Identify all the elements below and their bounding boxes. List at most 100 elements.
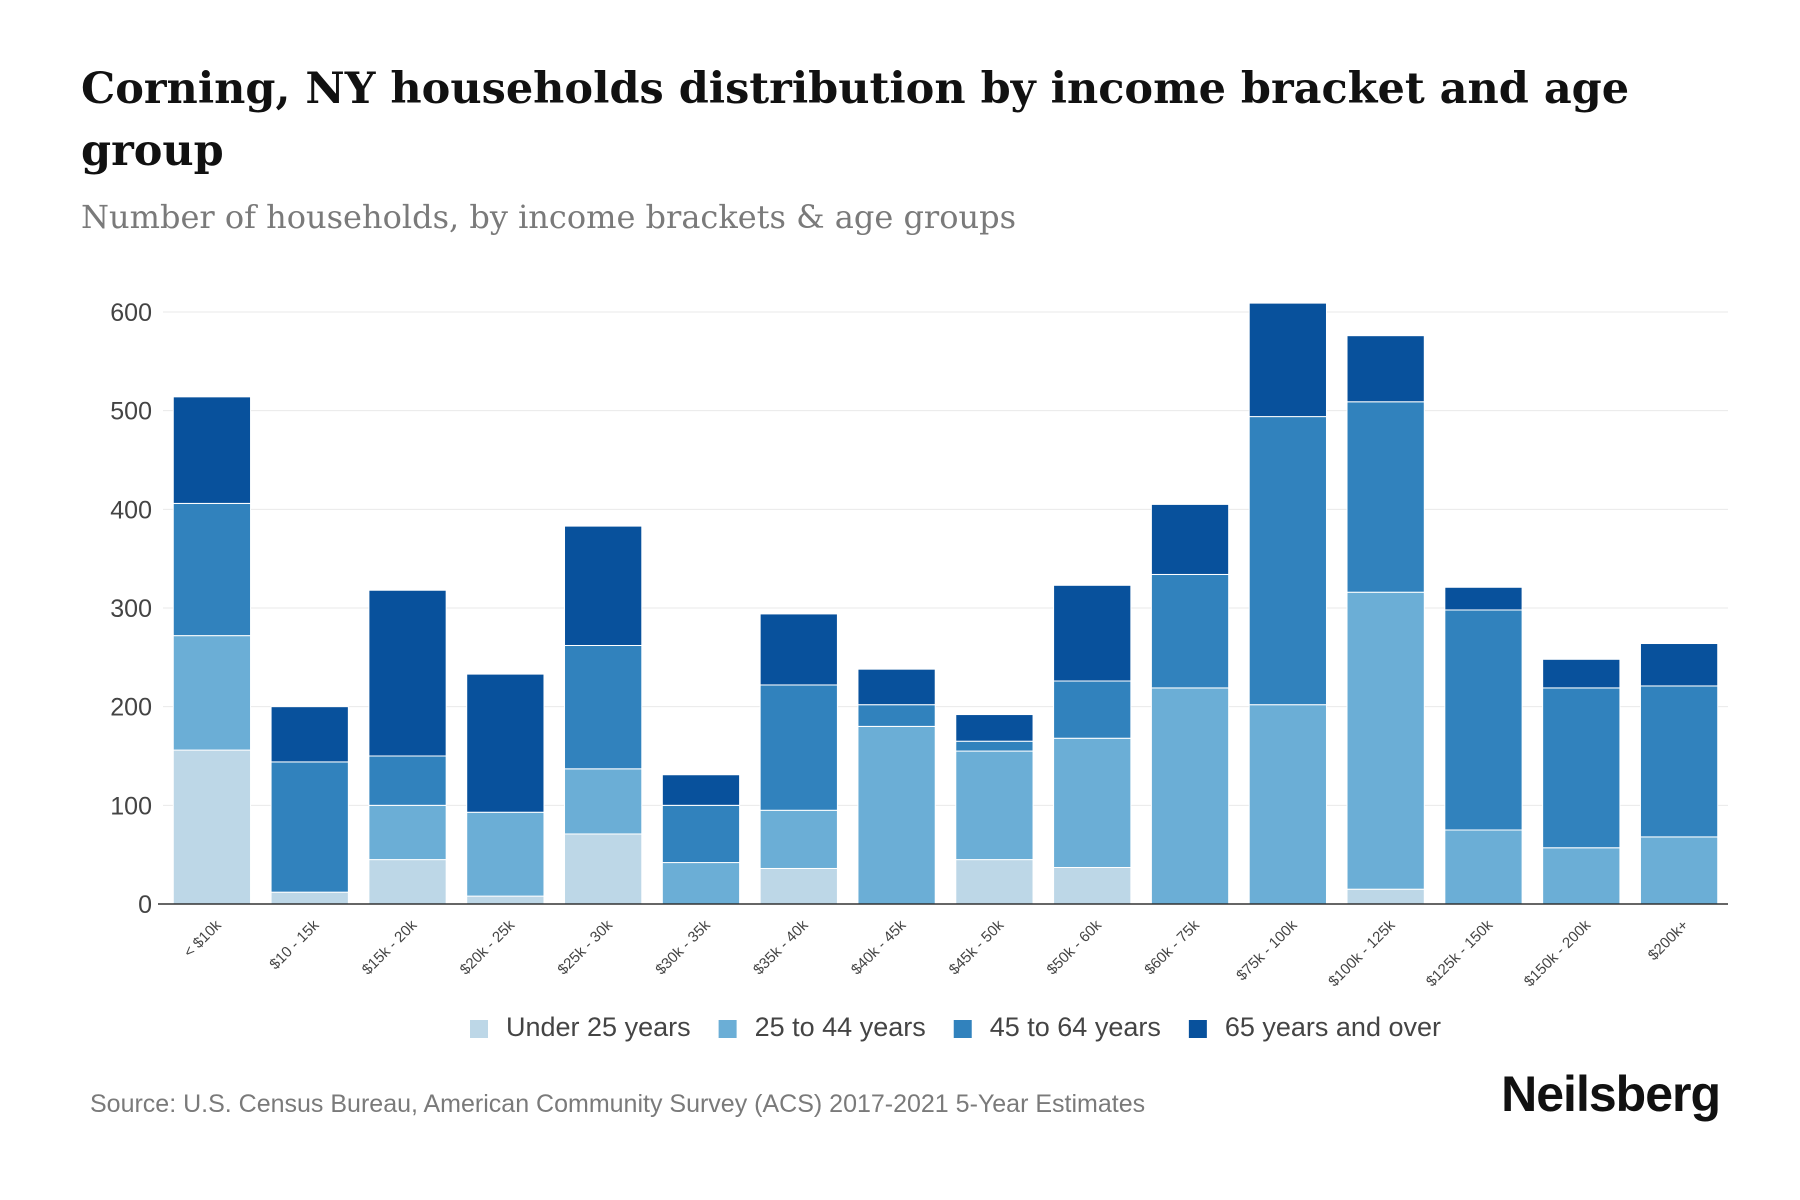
- legend-swatch: [953, 1020, 972, 1038]
- bar-segment: [1150, 687, 1230, 905]
- bar-segment: [759, 613, 838, 686]
- bar-segment: [1346, 888, 1425, 905]
- x-tick-label: $30k - 35k: [652, 916, 714, 978]
- bar-segment: [1444, 609, 1523, 831]
- bar-segment: [955, 714, 1034, 742]
- bar-segment: [1639, 836, 1719, 905]
- bar-segment: [955, 859, 1034, 905]
- legend-label: 45 to 64 years: [990, 1012, 1161, 1042]
- bar-segment: [270, 706, 349, 763]
- bar-segment: [1053, 866, 1132, 905]
- bar-segment: [1248, 704, 1327, 905]
- legend-item: 45 to 64 years: [953, 1012, 1161, 1042]
- x-tick-label: $35k - 40k: [750, 916, 812, 978]
- bar-segment: [466, 811, 545, 897]
- bar-segment: [1248, 416, 1327, 706]
- x-tick-label: $40k - 45k: [848, 916, 910, 978]
- bar-stack: [1444, 586, 1523, 905]
- bar-segment: [270, 761, 349, 893]
- x-tick-label: < $10k: [181, 916, 226, 961]
- bar-segment: [1542, 658, 1621, 689]
- bar-segment: [564, 768, 643, 835]
- x-axis: < $10k $10 - 15k $15k - 20k $20k - 25k $25k …: [181, 916, 1693, 990]
- x-tick-label: $75k - 100k: [1233, 916, 1301, 984]
- x-tick-label: $150k - 200k: [1521, 916, 1595, 990]
- bar-segment: [1639, 643, 1719, 687]
- bar-segment: [172, 749, 252, 905]
- legend-swatch: [718, 1020, 737, 1038]
- legend: Under 25 years 25 to 44 years 45 to 64 yea…: [470, 1012, 1441, 1042]
- bar-segment: [270, 891, 349, 905]
- bar-segment: [1053, 737, 1132, 868]
- bar-stack: [661, 774, 741, 905]
- bar-stack: [955, 714, 1034, 905]
- bar-segment: [564, 525, 643, 646]
- bar-stack: [1053, 584, 1132, 905]
- bar-segment: [1444, 829, 1523, 905]
- bar-segment: [368, 755, 447, 806]
- y-tick-label: 300: [110, 595, 152, 623]
- bar-segment: [466, 895, 545, 905]
- bar-segment: [1346, 401, 1425, 593]
- bar-segment: [172, 502, 252, 637]
- bar-segment: [172, 396, 252, 504]
- bar-segment: [1053, 680, 1132, 739]
- bar-segment: [1444, 586, 1523, 611]
- bar-segment: [1346, 591, 1425, 890]
- bar-stack: [466, 673, 545, 905]
- bar-stack: [1150, 503, 1230, 905]
- x-tick-label: $125k - 150k: [1423, 916, 1497, 990]
- bar-segment: [857, 668, 936, 706]
- bar-stack: [368, 589, 447, 905]
- bar-segment: [661, 862, 741, 905]
- bar-segment: [1639, 685, 1719, 838]
- bar-segment: [368, 804, 447, 861]
- bar-segment: [759, 867, 838, 905]
- bar-segment: [1053, 584, 1132, 682]
- y-axis: 0 100 200 300 400 500 600: [110, 299, 152, 919]
- bar-segment: [857, 704, 936, 727]
- legend-label: 25 to 44 years: [755, 1012, 926, 1042]
- source-note: Source: U.S. Census Bureau, American Com…: [90, 1090, 1146, 1118]
- bar-segment: [564, 644, 643, 770]
- x-tick-label: $25k - 30k: [554, 916, 616, 978]
- x-tick-label: $50k - 60k: [1043, 916, 1105, 978]
- bar-stack: [1542, 658, 1621, 905]
- bar-segment: [1542, 847, 1621, 905]
- bar-segment: [1150, 573, 1230, 689]
- bar-segment: [1150, 503, 1230, 575]
- bar-segment: [955, 740, 1034, 752]
- legend-swatch: [1188, 1020, 1207, 1038]
- legend-label: 65 years and over: [1225, 1012, 1441, 1042]
- bar-segment: [368, 859, 447, 905]
- bar-segment: [564, 833, 643, 905]
- x-tick-label: $45k - 50k: [946, 916, 1008, 978]
- y-tick-label: 600: [110, 299, 152, 327]
- bar-stack: [1248, 302, 1327, 905]
- bar-stack: [857, 668, 936, 905]
- bar-stack: [172, 396, 252, 905]
- chart-title: Corning, NY households distribution by i…: [81, 64, 1630, 176]
- bar-segment: [857, 725, 936, 905]
- bar-segment: [759, 809, 838, 869]
- brand-logo: Neilsberg: [1501, 1066, 1721, 1122]
- y-tick-label: 0: [138, 891, 152, 919]
- bars: [172, 302, 1719, 905]
- bar-stack: [564, 525, 643, 905]
- bar-stack: [1346, 335, 1425, 905]
- x-tick-label: $200k+: [1645, 917, 1692, 964]
- bar-stack: [270, 706, 349, 905]
- x-tick-label: $20k - 25k: [457, 916, 519, 978]
- legend-item: Under 25 years: [470, 1012, 691, 1042]
- y-tick-label: 400: [110, 496, 152, 524]
- bar-segment: [759, 684, 838, 811]
- chart-subtitle: Number of households, by income brackets…: [81, 198, 1016, 236]
- bar-segment: [661, 774, 741, 806]
- x-tick-label: $100k - 125k: [1325, 916, 1399, 990]
- bar-segment: [661, 804, 741, 864]
- y-tick-label: 200: [110, 694, 152, 722]
- bar-stack: [759, 613, 838, 905]
- x-tick-label: $60k - 75k: [1141, 916, 1203, 978]
- y-tick-label: 500: [110, 398, 152, 426]
